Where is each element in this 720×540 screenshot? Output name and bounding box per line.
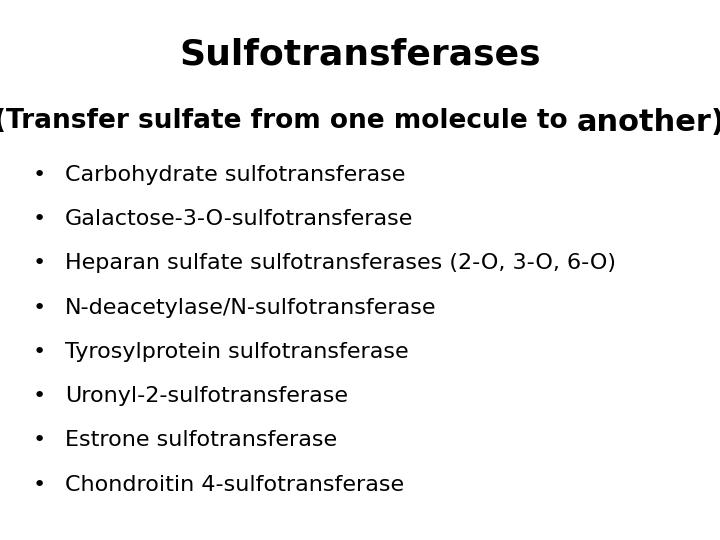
Text: Estrone sulfotransferase: Estrone sulfotransferase xyxy=(65,430,337,450)
Text: N-deacetylase/N-sulfotransferase: N-deacetylase/N-sulfotransferase xyxy=(65,298,436,318)
Text: Heparan sulfate sulfotransferases (2-O, 3-O, 6-O): Heparan sulfate sulfotransferases (2-O, … xyxy=(65,253,616,273)
Text: •: • xyxy=(33,430,46,450)
Text: Carbohydrate sulfotransferase: Carbohydrate sulfotransferase xyxy=(65,165,405,185)
Text: •: • xyxy=(33,386,46,406)
Text: •: • xyxy=(33,165,46,185)
Text: Chondroitin 4-sulfotransferase: Chondroitin 4-sulfotransferase xyxy=(65,475,404,495)
Text: Tyrosylprotein sulfotransferase: Tyrosylprotein sulfotransferase xyxy=(65,342,408,362)
Text: Sulfotransferases: Sulfotransferases xyxy=(179,38,541,72)
Text: •: • xyxy=(33,253,46,273)
Text: •: • xyxy=(33,342,46,362)
Text: •: • xyxy=(33,209,46,229)
Text: •: • xyxy=(33,298,46,318)
Text: another): another) xyxy=(577,108,720,137)
Text: Galactose-3-O-sulfotransferase: Galactose-3-O-sulfotransferase xyxy=(65,209,413,229)
Text: (Transfer sulfate from one molecule to: (Transfer sulfate from one molecule to xyxy=(0,108,577,134)
Text: Uronyl-2-sulfotransferase: Uronyl-2-sulfotransferase xyxy=(65,386,348,406)
Text: •: • xyxy=(33,475,46,495)
